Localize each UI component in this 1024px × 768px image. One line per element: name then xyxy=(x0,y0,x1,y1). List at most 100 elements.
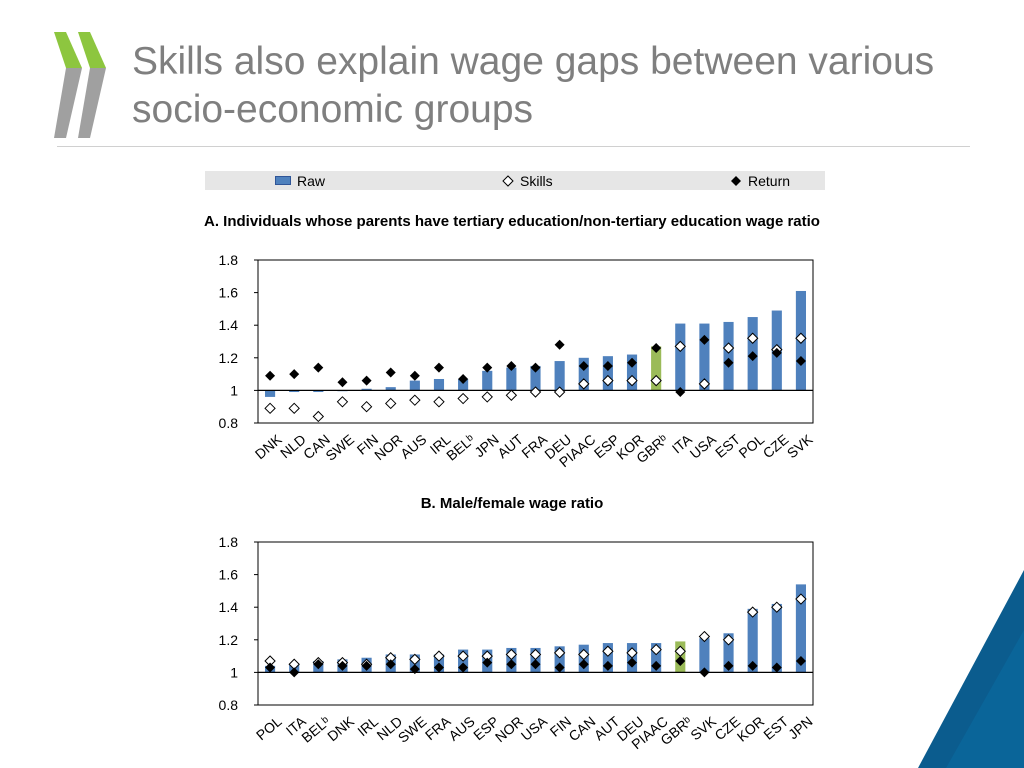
y-tick-label: 1.6 xyxy=(219,285,239,301)
return-point xyxy=(458,662,469,673)
oecd-logo xyxy=(54,32,106,138)
bar-jpn xyxy=(795,584,807,673)
bar-cze xyxy=(723,633,734,673)
return-point xyxy=(771,347,782,358)
skills-point xyxy=(385,397,397,410)
return-point xyxy=(265,370,276,381)
y-tick-label: 1.2 xyxy=(219,350,239,366)
return-point xyxy=(433,662,444,673)
return-point xyxy=(458,373,469,384)
bar-est xyxy=(771,603,782,673)
bar-deu xyxy=(554,361,565,391)
return-point xyxy=(554,662,565,673)
bar-aut xyxy=(506,367,517,391)
bar-kor xyxy=(747,608,758,673)
chart-b: 0.811.21.41.61.8POLITABELᵇDNKIRLNLDSWEFR… xyxy=(219,534,816,752)
return-point xyxy=(433,362,444,373)
return-point xyxy=(747,351,758,362)
skills-point xyxy=(312,410,325,423)
bar-nor xyxy=(385,387,396,391)
skills-point xyxy=(409,394,421,406)
bar-usa xyxy=(699,323,710,391)
legend-raw-label: Raw xyxy=(297,172,326,189)
bar-irl xyxy=(433,378,445,391)
return-point xyxy=(578,659,589,670)
return-point xyxy=(602,360,613,371)
skills-point xyxy=(433,396,445,408)
skills-point xyxy=(505,389,518,401)
bar-nld xyxy=(289,390,300,393)
bar-fin xyxy=(361,388,372,391)
return-point xyxy=(385,659,396,670)
return-point xyxy=(627,357,638,368)
skills-point xyxy=(626,374,638,387)
return-point xyxy=(313,659,324,670)
corner-decoration xyxy=(918,570,1024,768)
page-title: Skills also explain wage gaps between va… xyxy=(132,40,935,131)
skills-point xyxy=(698,378,711,390)
legend-skills-label: Skills xyxy=(520,172,553,189)
x-tick-label: SVK xyxy=(784,431,816,462)
skills-point xyxy=(746,332,759,344)
x-tick-label: JPN xyxy=(785,713,816,742)
chart-legend: Raw Skills Return xyxy=(205,171,825,190)
bar-jpn xyxy=(482,370,493,391)
legend-skills: Skills xyxy=(502,171,553,190)
return-point xyxy=(361,660,372,671)
return-point xyxy=(506,360,517,371)
x-tick-label: AUS xyxy=(397,431,429,462)
return-point xyxy=(385,367,396,378)
return-point xyxy=(289,667,300,678)
skills-point xyxy=(288,402,300,415)
return-point xyxy=(651,660,662,671)
bar-esp xyxy=(602,356,613,391)
skills-point xyxy=(650,643,662,656)
bar-bel xyxy=(458,378,469,391)
bar-fin xyxy=(554,646,565,673)
skills-point xyxy=(578,378,590,390)
return-point xyxy=(482,362,493,373)
y-tick-label: 1.8 xyxy=(219,534,239,550)
return-point xyxy=(337,377,348,388)
return-point xyxy=(482,657,493,668)
bar-piaac xyxy=(578,357,589,391)
skills-point xyxy=(746,606,759,618)
skills-point xyxy=(698,630,711,643)
skills-point xyxy=(336,396,349,408)
return-point xyxy=(554,339,565,350)
x-tick-label: USA xyxy=(518,713,551,744)
y-tick-label: 1.4 xyxy=(219,317,239,333)
y-tick-label: 0.8 xyxy=(219,415,239,431)
skills-point xyxy=(433,650,445,662)
bar-can xyxy=(313,390,324,393)
return-point xyxy=(699,667,710,678)
skills-point xyxy=(795,593,807,605)
skills-point xyxy=(481,391,493,403)
skills-point xyxy=(457,392,469,405)
return-point xyxy=(651,343,662,354)
x-tick-label: DNK xyxy=(324,713,357,745)
plot-area xyxy=(257,541,814,706)
bar-est xyxy=(723,321,734,391)
skills-point xyxy=(553,386,566,398)
return-point xyxy=(675,387,686,398)
bar-aus xyxy=(409,380,420,391)
y-tick-label: 1.2 xyxy=(219,632,239,648)
return-point xyxy=(747,660,758,671)
skills-point xyxy=(553,647,566,659)
y-tick-label: 1.6 xyxy=(219,567,239,583)
chart-a: 0.811.21.41.61.8DNKNLDCANSWEFINNORAUSIRL… xyxy=(219,252,817,470)
return-point xyxy=(409,664,420,675)
return-point xyxy=(313,362,324,373)
bar-fra xyxy=(530,365,541,391)
return-point xyxy=(795,356,806,367)
x-tick-label: SWE xyxy=(322,431,357,464)
legend-raw-swatch xyxy=(275,176,291,185)
skills-point xyxy=(771,601,783,613)
skills-point xyxy=(360,400,373,413)
skills-point xyxy=(650,374,662,387)
x-tick-label: POL xyxy=(253,713,285,743)
return-point xyxy=(602,660,613,671)
y-tick-label: 1.4 xyxy=(219,599,239,615)
bar-svk xyxy=(699,638,710,673)
